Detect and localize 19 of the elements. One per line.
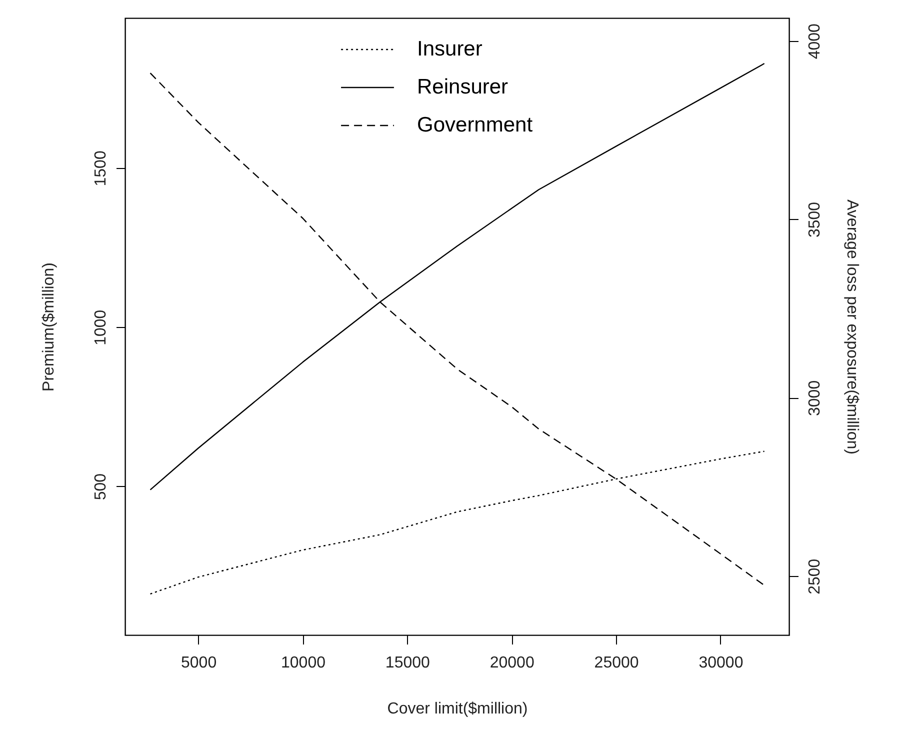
x-tick-label: 30000 [698,654,744,672]
y2-tick-label: 3500 [806,202,824,238]
y-tick-label: 1000 [92,310,110,346]
legend-label: Government [417,114,533,136]
y-tick-label: 500 [92,473,110,500]
legend-label: Reinsurer [417,76,508,98]
y2-axis-title: Average loss per exposure($million) [844,200,860,454]
x-axis-title: Cover limit($million) [387,700,528,718]
x-tick-label: 10000 [280,654,326,672]
x-tick-label: 15000 [385,654,430,672]
y-axis-title: Premium($million) [40,262,58,392]
y2-tick-label: 3000 [806,380,824,416]
x-tick-label: 5000 [181,654,217,672]
y2-tick-label: 2500 [806,558,824,594]
y-tick-label: 1500 [92,150,110,186]
x-tick-label: 25000 [594,654,639,672]
x-tick-label: 20000 [490,654,534,672]
legend-label: Insurer [417,38,482,60]
y2-tick-label: 4000 [806,23,824,60]
